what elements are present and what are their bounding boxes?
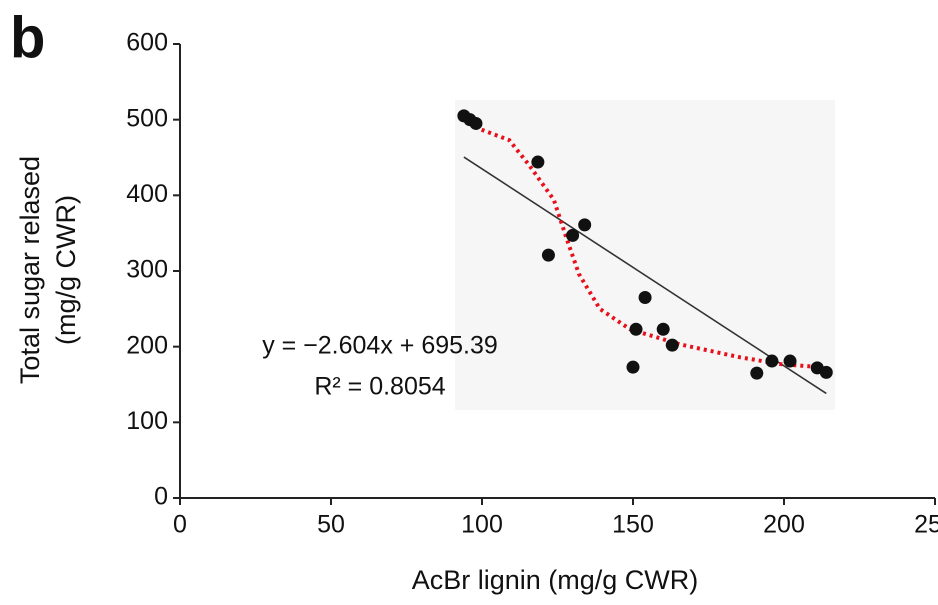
- point: [750, 366, 764, 380]
- y-tick-label: 100: [126, 407, 168, 435]
- y-tick-label: 400: [126, 180, 168, 208]
- x-axis-label: AcBr lignin (mg/g CWR): [412, 565, 699, 595]
- y-tick-label: 0: [154, 483, 168, 511]
- panel-label: b: [10, 5, 45, 70]
- point: [469, 116, 483, 130]
- point: [765, 354, 779, 368]
- x-tick-label: 50: [317, 511, 345, 539]
- point: [638, 290, 652, 304]
- y-axis-label: (mg/g CWR): [51, 195, 81, 345]
- y-tick-label: 500: [126, 104, 168, 132]
- point: [578, 218, 592, 232]
- point: [626, 360, 640, 374]
- trend-curve: [474, 125, 821, 370]
- point: [783, 354, 797, 368]
- equation: y = −2.604x + 695.39: [262, 332, 498, 360]
- trend-line: [463, 156, 827, 395]
- x-tick-label: 100: [461, 511, 503, 539]
- y-tick-label: 600: [126, 29, 168, 57]
- y-axis-label: Total sugar relased: [15, 156, 45, 384]
- point: [819, 365, 833, 379]
- point: [629, 322, 643, 336]
- point: [656, 322, 670, 336]
- x-tick-label: 200: [763, 511, 805, 539]
- point: [541, 248, 555, 262]
- x-tick-label: 0: [173, 511, 187, 539]
- point: [665, 338, 679, 352]
- y-tick-label: 200: [126, 331, 168, 359]
- point: [566, 228, 580, 242]
- x-tick-label: 150: [612, 511, 654, 539]
- r-squared: R² = 0.8054: [314, 373, 445, 401]
- x-tick-label: 250: [914, 511, 938, 539]
- point: [531, 155, 545, 169]
- y-tick-label: 300: [126, 256, 168, 284]
